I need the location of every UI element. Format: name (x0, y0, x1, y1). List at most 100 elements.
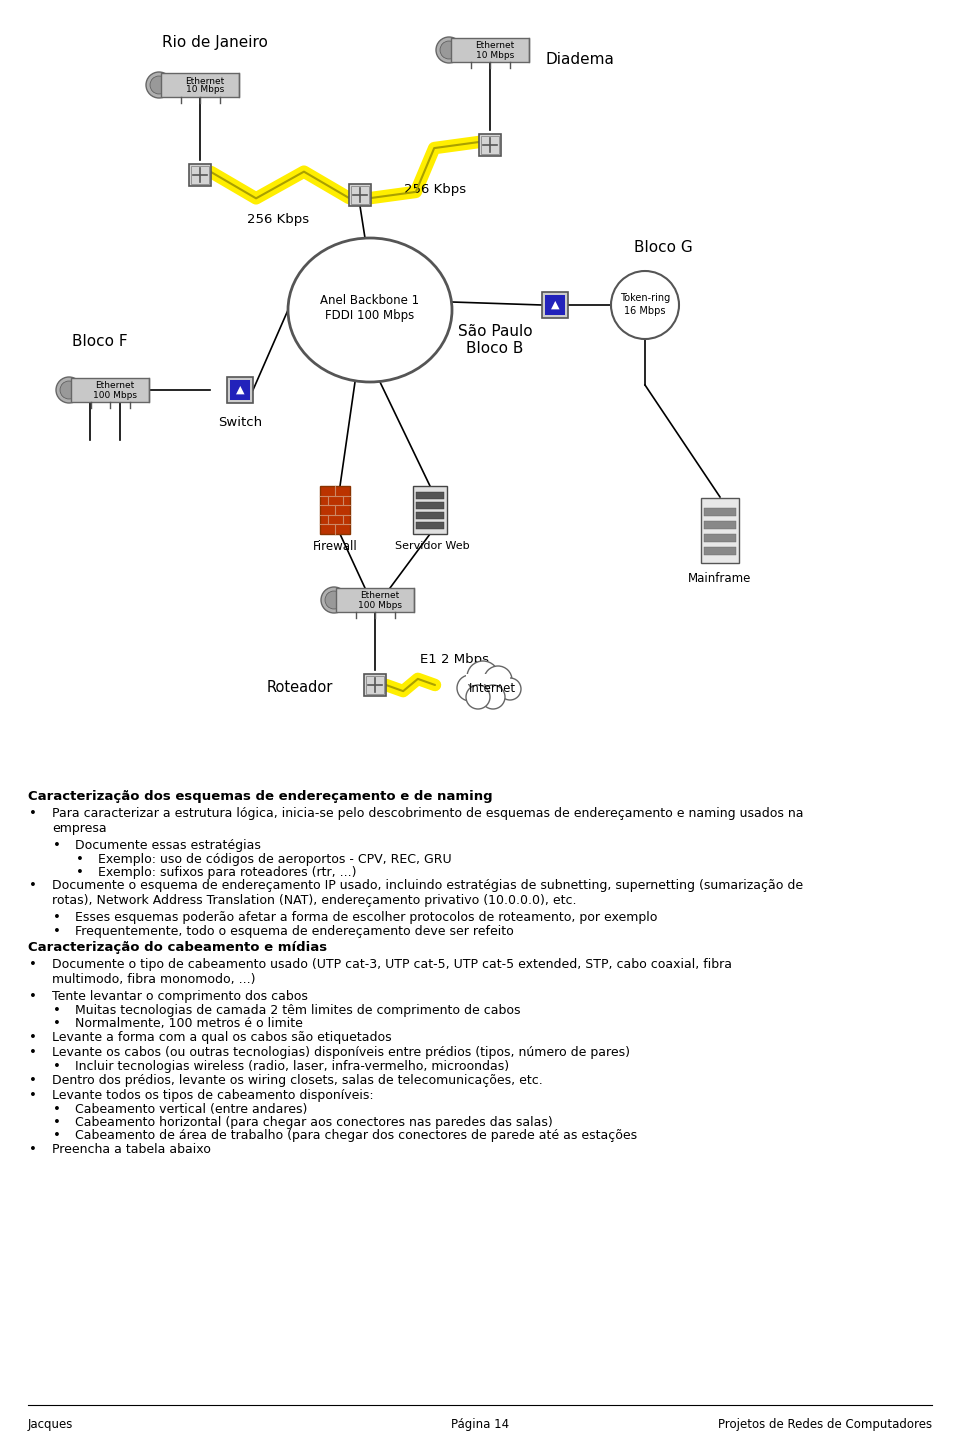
Text: Caracterização dos esquemas de endereçamento e de naming: Caracterização dos esquemas de endereçam… (28, 790, 492, 803)
Text: Bloco G: Bloco G (634, 240, 692, 254)
FancyBboxPatch shape (451, 38, 529, 62)
Text: Exemplo: sufixos para roteadores (rtr, ...): Exemplo: sufixos para roteadores (rtr, .… (98, 866, 356, 879)
Text: •: • (53, 1004, 60, 1017)
Text: Exemplo: uso de códigos de aeroportos - CPV, REC, GRU: Exemplo: uso de códigos de aeroportos - … (98, 853, 451, 866)
Text: Documente o tipo de cabeamento usado (UTP cat-3, UTP cat-5, UTP cat-5 extended, : Documente o tipo de cabeamento usado (UT… (52, 957, 732, 970)
Text: Ethernet: Ethernet (475, 42, 515, 51)
Text: empresa: empresa (52, 822, 107, 835)
Text: •: • (29, 1089, 36, 1102)
Text: 100 Mbps: 100 Mbps (358, 601, 402, 609)
Circle shape (60, 381, 78, 399)
Text: Anel Backbone 1: Anel Backbone 1 (321, 295, 420, 308)
Text: Tente levantar o comprimento dos cabos: Tente levantar o comprimento dos cabos (52, 991, 308, 1004)
Text: •: • (29, 957, 36, 970)
Text: •: • (29, 991, 36, 1004)
Circle shape (467, 661, 499, 693)
FancyBboxPatch shape (336, 588, 414, 612)
Text: Ethernet: Ethernet (95, 381, 134, 390)
Text: Incluir tecnologias wireless (radio, laser, infra-vermelho, microondas): Incluir tecnologias wireless (radio, las… (75, 1060, 509, 1073)
Circle shape (466, 684, 490, 709)
Text: ▲: ▲ (236, 386, 244, 396)
Text: Projetos de Redes de Computadores: Projetos de Redes de Computadores (718, 1418, 932, 1431)
Circle shape (150, 77, 168, 94)
Ellipse shape (288, 238, 452, 383)
Text: Documente essas estratégias: Documente essas estratégias (75, 839, 261, 852)
Text: Esses esquemas poderão afetar a forma de escolher protocolos de roteamento, por : Esses esquemas poderão afetar a forma de… (75, 911, 658, 924)
FancyBboxPatch shape (71, 378, 149, 401)
Text: Cabeamento vertical (entre andares): Cabeamento vertical (entre andares) (75, 1103, 307, 1116)
FancyBboxPatch shape (227, 377, 253, 403)
Text: •: • (53, 1129, 60, 1142)
Text: Ethernet: Ethernet (185, 77, 225, 85)
FancyBboxPatch shape (351, 186, 369, 204)
Circle shape (499, 679, 521, 700)
Text: •: • (29, 1144, 36, 1157)
Text: Internet: Internet (468, 683, 516, 696)
Text: Roteador: Roteador (267, 680, 333, 695)
Text: •: • (53, 911, 60, 924)
FancyBboxPatch shape (416, 492, 444, 500)
FancyBboxPatch shape (416, 521, 444, 529)
Text: 10 Mbps: 10 Mbps (476, 51, 515, 59)
FancyBboxPatch shape (364, 674, 386, 696)
Circle shape (146, 72, 172, 98)
FancyBboxPatch shape (466, 674, 510, 684)
Text: Levante a forma com a qual os cabos são etiquetados: Levante a forma com a qual os cabos são … (52, 1031, 392, 1044)
Text: •: • (53, 1103, 60, 1116)
Circle shape (321, 588, 347, 614)
Text: Ethernet: Ethernet (360, 592, 399, 601)
FancyBboxPatch shape (460, 671, 516, 687)
Text: São Paulo
Bloco B: São Paulo Bloco B (458, 323, 532, 357)
Circle shape (56, 377, 82, 403)
Text: Rio de Janeiro: Rio de Janeiro (162, 36, 268, 51)
Text: Frequentemente, todo o esquema de endereçamento deve ser refeito: Frequentemente, todo o esquema de endere… (75, 926, 514, 939)
FancyBboxPatch shape (704, 533, 736, 542)
Text: •: • (29, 1074, 36, 1087)
FancyBboxPatch shape (701, 498, 739, 563)
FancyBboxPatch shape (413, 487, 447, 534)
Text: Servidor Web: Servidor Web (395, 542, 469, 552)
Text: Firewall: Firewall (313, 540, 357, 553)
Text: Muitas tecnologias de camada 2 têm limites de comprimento de cabos: Muitas tecnologias de camada 2 têm limit… (75, 1004, 520, 1017)
Circle shape (325, 591, 343, 609)
Text: Diadema: Diadema (545, 52, 614, 68)
FancyBboxPatch shape (704, 546, 736, 554)
Text: 16 Mbps: 16 Mbps (624, 306, 665, 316)
Text: 10 Mbps: 10 Mbps (186, 85, 224, 94)
Text: Caracterização do cabeamento e mídias: Caracterização do cabeamento e mídias (28, 941, 327, 954)
Text: Bloco F: Bloco F (72, 335, 128, 349)
Text: Levante todos os tipos de cabeamento disponíveis:: Levante todos os tipos de cabeamento dis… (52, 1089, 373, 1102)
Text: Switch: Switch (218, 416, 262, 429)
Text: multimodo, fibra monomodo, ...): multimodo, fibra monomodo, ...) (52, 973, 255, 986)
Text: •: • (29, 807, 36, 820)
Text: 100 Mbps: 100 Mbps (93, 390, 137, 400)
FancyBboxPatch shape (189, 165, 211, 186)
Text: Jacques: Jacques (28, 1418, 73, 1431)
Text: Cabeamento horizontal (para chegar aos conectores nas paredes das salas): Cabeamento horizontal (para chegar aos c… (75, 1116, 553, 1129)
FancyBboxPatch shape (161, 74, 239, 97)
Text: Página 14: Página 14 (451, 1418, 509, 1431)
FancyBboxPatch shape (191, 166, 209, 183)
FancyBboxPatch shape (230, 380, 250, 400)
Text: 256 Kbps: 256 Kbps (404, 183, 466, 196)
FancyBboxPatch shape (349, 183, 371, 206)
Text: Levante os cabos (ou outras tecnologias) disponíveis entre prédios (tipos, númer: Levante os cabos (ou outras tecnologias)… (52, 1045, 630, 1058)
Circle shape (611, 271, 679, 339)
Circle shape (481, 684, 505, 709)
FancyBboxPatch shape (545, 295, 565, 315)
Text: •: • (53, 1116, 60, 1129)
Text: Token-ring: Token-ring (620, 293, 670, 303)
Text: E1 2 Mbps: E1 2 Mbps (420, 654, 490, 667)
Circle shape (436, 38, 462, 64)
Text: Dentro dos prédios, levante os wiring closets, salas de telecomunicações, etc.: Dentro dos prédios, levante os wiring cl… (52, 1074, 542, 1087)
Text: •: • (53, 1060, 60, 1073)
FancyBboxPatch shape (481, 136, 499, 155)
Text: Preencha a tabela abaixo: Preencha a tabela abaixo (52, 1144, 211, 1157)
Text: FDDI 100 Mbps: FDDI 100 Mbps (325, 309, 415, 322)
Text: •: • (29, 1031, 36, 1044)
Text: Documente o esquema de endereçamento IP usado, incluindo estratégias de subnetti: Documente o esquema de endereçamento IP … (52, 879, 804, 892)
Text: Normalmente, 100 metros é o limite: Normalmente, 100 metros é o limite (75, 1017, 302, 1030)
FancyBboxPatch shape (704, 507, 736, 516)
Text: •: • (53, 1017, 60, 1030)
FancyBboxPatch shape (416, 503, 444, 508)
